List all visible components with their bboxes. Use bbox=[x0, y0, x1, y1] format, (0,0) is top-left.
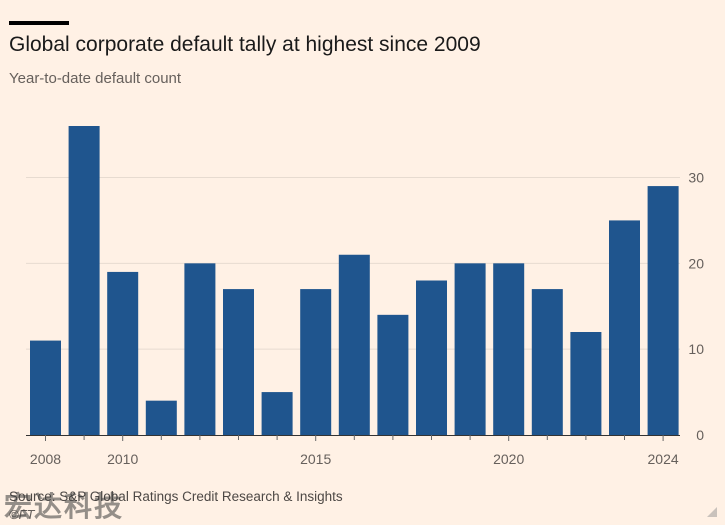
y-tick-label: 0 bbox=[696, 427, 704, 443]
bar-2022 bbox=[570, 332, 602, 435]
y-tick-label: 10 bbox=[688, 341, 704, 357]
bar-2020 bbox=[493, 263, 525, 435]
x-tick-label: 2020 bbox=[493, 451, 524, 467]
x-tick-label: 2024 bbox=[648, 451, 679, 467]
bar-2016 bbox=[338, 254, 370, 435]
bar-2013 bbox=[223, 289, 254, 435]
bar-2009 bbox=[68, 126, 100, 435]
bar-2011 bbox=[145, 400, 177, 435]
bar-2018 bbox=[416, 280, 447, 435]
bar-2021 bbox=[531, 289, 563, 435]
bar-2012 bbox=[184, 263, 216, 435]
ft-credit: ©FT bbox=[9, 507, 35, 522]
y-tick-label: 30 bbox=[688, 170, 704, 186]
y-tick-label: 20 bbox=[688, 255, 704, 271]
bar-2014 bbox=[261, 392, 293, 435]
brand-bar bbox=[9, 21, 69, 25]
chart-subtitle: Year-to-date default count bbox=[9, 70, 182, 87]
watermark-logo: 宏达科技 bbox=[4, 491, 125, 522]
bar-2010 bbox=[107, 271, 139, 435]
bar-2023 bbox=[609, 220, 640, 435]
x-tick-label: 2008 bbox=[30, 451, 61, 467]
resize-corner-icon bbox=[707, 507, 717, 517]
bar-2017 bbox=[377, 314, 409, 435]
source-note: Source: S&P Global Ratings Credit Resear… bbox=[9, 489, 343, 504]
x-tick-label: 2015 bbox=[300, 451, 331, 467]
bar-2008 bbox=[30, 340, 61, 435]
x-tick-label: 2010 bbox=[107, 451, 138, 467]
chart-title: Global corporate default tally at highes… bbox=[9, 33, 481, 56]
bar-2015 bbox=[300, 289, 332, 435]
bar-2024 bbox=[647, 186, 679, 435]
bar-2019 bbox=[454, 263, 486, 435]
